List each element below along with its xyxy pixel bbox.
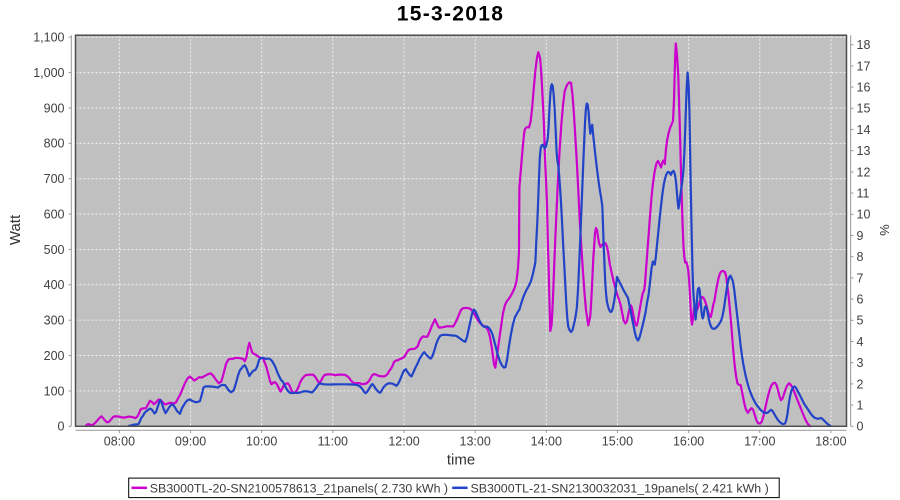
- svg-text:400: 400: [44, 278, 65, 292]
- svg-text:13:00: 13:00: [460, 435, 491, 449]
- svg-text:5: 5: [857, 314, 864, 328]
- svg-text:17:00: 17:00: [744, 435, 775, 449]
- svg-text:15:00: 15:00: [602, 435, 633, 449]
- svg-text:10: 10: [857, 208, 871, 222]
- svg-text:15: 15: [857, 102, 871, 116]
- svg-text:18: 18: [857, 38, 871, 52]
- svg-text:17: 17: [857, 59, 871, 73]
- svg-text:900: 900: [44, 101, 65, 115]
- svg-text:09:00: 09:00: [175, 435, 206, 449]
- svg-text:1,100: 1,100: [33, 31, 64, 45]
- svg-text:300: 300: [44, 314, 65, 328]
- svg-text:12: 12: [857, 165, 871, 179]
- svg-text:9: 9: [857, 229, 864, 243]
- svg-text:12:00: 12:00: [388, 435, 419, 449]
- svg-text:7: 7: [857, 271, 864, 285]
- svg-text:700: 700: [44, 172, 65, 186]
- svg-text:500: 500: [44, 243, 65, 257]
- svg-text:time: time: [447, 452, 475, 469]
- svg-text:1: 1: [857, 399, 864, 413]
- svg-text:16:00: 16:00: [673, 435, 704, 449]
- svg-text:08:00: 08:00: [104, 435, 135, 449]
- svg-text:10:00: 10:00: [246, 435, 277, 449]
- svg-text:Watt: Watt: [7, 214, 24, 245]
- svg-text:SB3000TL-20-SN2100578613_21pan: SB3000TL-20-SN2100578613_21panels( 2.730…: [150, 481, 448, 495]
- svg-text:0: 0: [58, 420, 65, 434]
- svg-text:8: 8: [857, 250, 864, 264]
- svg-text:6: 6: [857, 293, 864, 307]
- svg-text:14: 14: [857, 123, 871, 137]
- svg-text:800: 800: [44, 137, 65, 151]
- svg-text:0: 0: [857, 420, 864, 434]
- svg-text:13: 13: [857, 144, 871, 158]
- svg-text:SB3000TL-21-SN2130032031_19pan: SB3000TL-21-SN2130032031_19panels( 2.421…: [471, 481, 769, 495]
- svg-text:4: 4: [857, 335, 864, 349]
- svg-text:600: 600: [44, 207, 65, 221]
- svg-text:15-3-2018: 15-3-2018: [397, 3, 504, 26]
- svg-text:11: 11: [857, 187, 870, 201]
- svg-text:18:00: 18:00: [815, 435, 846, 449]
- svg-text:14:00: 14:00: [531, 435, 562, 449]
- svg-text:%: %: [877, 224, 892, 236]
- svg-text:100: 100: [44, 384, 65, 398]
- svg-text:3: 3: [857, 356, 864, 370]
- svg-text:200: 200: [44, 349, 65, 363]
- svg-text:1,000: 1,000: [33, 66, 64, 80]
- svg-text:11:00: 11:00: [318, 435, 348, 449]
- svg-text:2: 2: [857, 377, 864, 391]
- svg-text:16: 16: [857, 81, 871, 95]
